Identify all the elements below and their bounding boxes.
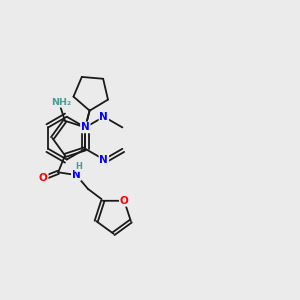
Text: N: N	[100, 112, 108, 122]
Text: H: H	[75, 162, 82, 171]
Text: O: O	[120, 196, 129, 206]
Text: NH₂: NH₂	[51, 98, 71, 107]
Text: N: N	[81, 122, 90, 132]
Text: O: O	[39, 173, 48, 183]
Text: N: N	[100, 154, 108, 164]
Text: N: N	[72, 170, 81, 180]
